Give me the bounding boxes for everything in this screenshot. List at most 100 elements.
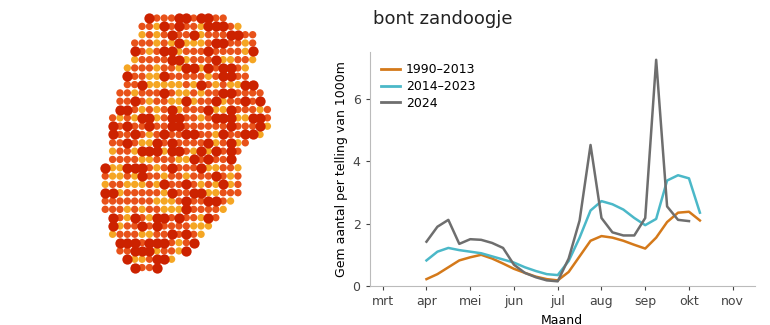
Point — [209, 57, 222, 62]
Point — [106, 215, 119, 220]
Point — [166, 190, 178, 195]
Point — [158, 132, 170, 137]
Point — [151, 24, 163, 29]
Point — [246, 49, 259, 54]
Point — [232, 82, 244, 87]
Point — [180, 98, 192, 104]
Point — [151, 165, 163, 170]
Point — [180, 182, 192, 187]
Point — [188, 115, 200, 121]
Point — [158, 98, 170, 104]
Point — [158, 223, 170, 228]
Point — [232, 190, 244, 195]
Point — [246, 132, 259, 137]
Point — [143, 257, 156, 262]
Point — [136, 240, 149, 245]
Point — [114, 107, 126, 112]
Point — [246, 115, 259, 121]
Point — [188, 223, 200, 228]
Point — [136, 65, 149, 71]
Point — [151, 98, 163, 104]
Point — [188, 65, 200, 71]
Point — [188, 190, 200, 195]
Point — [209, 107, 222, 112]
Point — [172, 32, 185, 37]
Point — [143, 49, 156, 54]
Point — [121, 124, 133, 129]
Point — [180, 82, 192, 87]
Point — [172, 232, 185, 237]
Point — [224, 174, 236, 179]
Point — [114, 132, 126, 137]
Point — [217, 24, 229, 29]
Point — [114, 115, 126, 121]
Point — [99, 165, 112, 170]
Point — [239, 98, 252, 104]
Point — [224, 132, 236, 137]
Point — [166, 98, 178, 104]
Text: bont zandoogje: bont zandoogje — [373, 10, 513, 28]
Point — [203, 157, 215, 162]
Point — [121, 115, 133, 121]
Point — [188, 74, 200, 79]
Point — [129, 248, 141, 254]
Point — [136, 149, 149, 154]
Point — [203, 182, 215, 187]
Point — [172, 124, 185, 129]
Point — [158, 124, 170, 129]
Point — [172, 223, 185, 228]
Point — [106, 165, 119, 170]
Point — [166, 215, 178, 220]
Point — [217, 16, 229, 21]
Point — [143, 32, 156, 37]
Point — [180, 140, 192, 145]
Point — [136, 257, 149, 262]
Point — [129, 74, 141, 79]
Point — [143, 207, 156, 212]
Point — [166, 190, 178, 195]
Point — [143, 190, 156, 195]
Point — [188, 90, 200, 96]
Point — [166, 49, 178, 54]
Point — [217, 49, 229, 54]
Point — [136, 223, 149, 228]
Point — [254, 124, 266, 129]
Point — [209, 174, 222, 179]
Point — [203, 124, 215, 129]
Point — [180, 232, 192, 237]
Legend: 1990–2013, 2014–2023, 2024: 1990–2013, 2014–2023, 2024 — [376, 58, 480, 115]
Point — [224, 190, 236, 195]
Point — [143, 240, 156, 245]
Point — [129, 215, 141, 220]
Point — [246, 132, 259, 137]
Point — [195, 190, 207, 195]
Point — [172, 149, 185, 154]
Point — [239, 82, 252, 87]
Point — [129, 207, 141, 212]
Point — [158, 232, 170, 237]
Point — [217, 132, 229, 137]
Point — [121, 90, 133, 96]
Point — [209, 98, 222, 104]
Point — [217, 32, 229, 37]
Point — [158, 49, 170, 54]
Point — [158, 74, 170, 79]
Point — [166, 149, 178, 154]
Point — [166, 132, 178, 137]
Point — [143, 107, 156, 112]
Point — [239, 40, 252, 46]
Point — [166, 57, 178, 62]
Point — [217, 74, 229, 79]
Point — [180, 115, 192, 121]
Point — [166, 57, 178, 62]
Point — [239, 98, 252, 104]
Point — [180, 49, 192, 54]
Point — [246, 49, 259, 54]
Point — [114, 107, 126, 112]
Point — [224, 57, 236, 62]
Point — [136, 40, 149, 46]
Point — [239, 140, 252, 145]
Point — [209, 74, 222, 79]
Point — [143, 16, 156, 21]
Point — [166, 207, 178, 212]
